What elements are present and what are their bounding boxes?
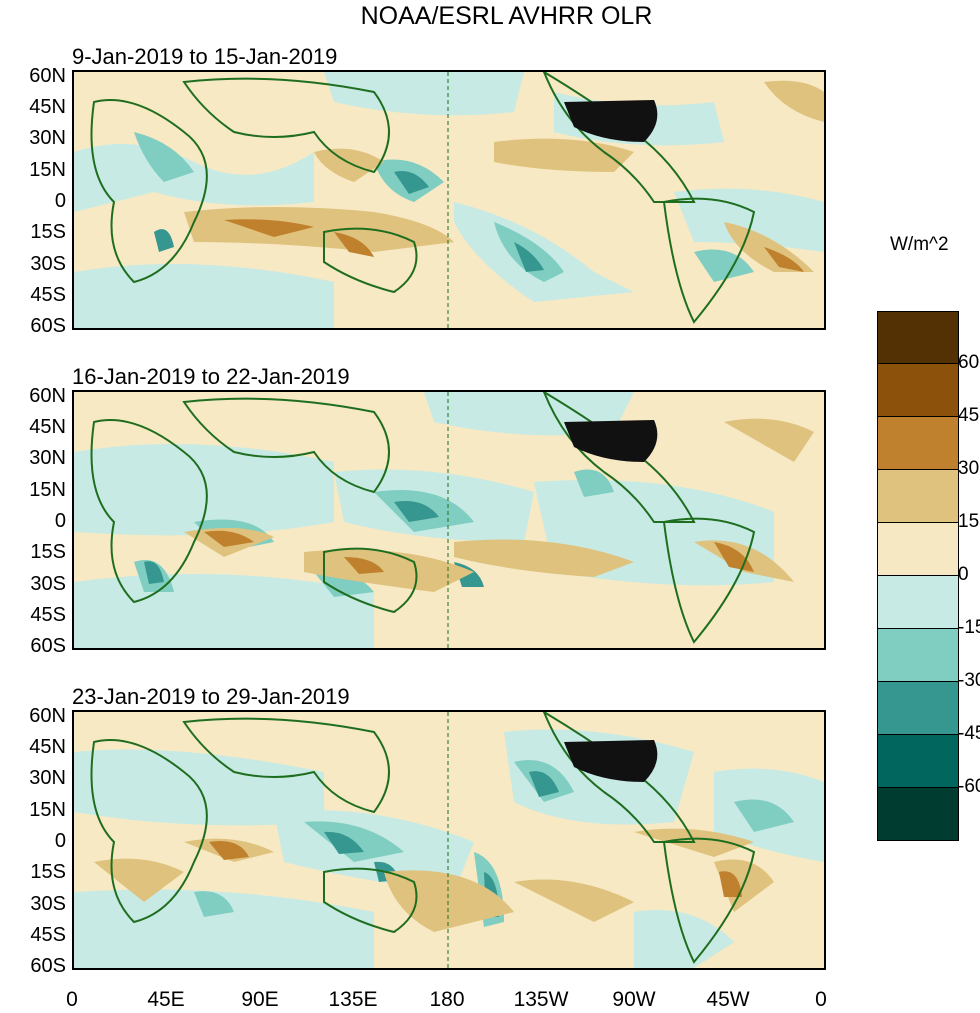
- colorbar-label-4: 0: [958, 564, 969, 585]
- lat-label-45S-p2: 45S: [30, 604, 66, 626]
- lat-label-45N-p1: 45N: [29, 96, 66, 118]
- lon-label-90E: 90E: [241, 988, 279, 1011]
- colorbar-swatch-1: [877, 364, 959, 417]
- panel-title-3: 23-Jan-2019 to 29-Jan-2019: [72, 684, 350, 709]
- colorbar-swatch-2: [877, 417, 959, 470]
- colorbar-swatch-8: [877, 735, 959, 788]
- lat-label-45N-p3: 45N: [29, 736, 66, 758]
- colorbar-unit: W/m^2: [890, 234, 949, 255]
- lat-label-15N-p1: 15N: [29, 159, 66, 181]
- lat-label-45S-p3: 45S: [30, 924, 66, 946]
- main-title: NOAA/ESRL AVHRR OLR: [360, 2, 653, 30]
- lat-label-30N-p2: 30N: [29, 447, 66, 469]
- lat-label-15N-p2: 15N: [29, 479, 66, 501]
- colorbar-label-1: 45: [958, 405, 980, 426]
- lon-label-45W: 45W: [706, 988, 750, 1011]
- colorbar-label-7: -45: [958, 723, 980, 744]
- lat-label-15S-p2: 15S: [30, 541, 66, 563]
- lon-label-180: 180: [429, 988, 465, 1011]
- lon-label-90W: 90W: [612, 988, 656, 1011]
- colorbar-swatch-0: [877, 311, 959, 364]
- colorbar-swatch-6: [877, 629, 959, 682]
- lon-label-135W: 135W: [513, 988, 569, 1011]
- colorbar-label-8: -60: [958, 776, 980, 797]
- lat-label-45N-p2: 45N: [29, 416, 66, 438]
- lat-label-60S-p1: 60S: [30, 315, 66, 337]
- colorbar-swatch-7: [877, 682, 959, 735]
- lat-label-60S-p3: 60S: [30, 955, 66, 977]
- lat-label-60N-p2: 60N: [29, 385, 66, 407]
- lat-label-30S-p3: 30S: [30, 893, 66, 915]
- colorbar-swatch-5: [877, 576, 959, 629]
- lat-label-15S-p1: 15S: [30, 221, 66, 243]
- colorbar-swatch-9: [877, 788, 959, 841]
- lat-label-30S-p2: 30S: [30, 573, 66, 595]
- lat-label-0-p2: 0: [54, 510, 66, 532]
- anomaly-field-3: [74, 712, 824, 968]
- lat-label-60N-p3: 60N: [29, 705, 66, 727]
- lat-label-30N-p3: 30N: [29, 767, 66, 789]
- lat-label-30S-p1: 30S: [30, 253, 66, 275]
- panel-title-2: 16-Jan-2019 to 22-Jan-2019: [72, 364, 350, 389]
- lat-label-30N-p1: 30N: [29, 127, 66, 149]
- lon-label-135E: 135E: [328, 988, 378, 1011]
- colorbar-label-5: -15: [958, 617, 980, 638]
- colorbar-label-2: 30: [958, 458, 980, 479]
- colorbar-swatch-3: [877, 470, 959, 523]
- lon-label-45E: 45E: [147, 988, 185, 1011]
- lat-label-0-p1: 0: [54, 190, 66, 212]
- lat-label-15N-p3: 15N: [29, 799, 66, 821]
- colorbar-label-3: 15: [958, 511, 980, 532]
- colorbar-swatch-4: [877, 523, 959, 576]
- lat-label-15S-p3: 15S: [30, 861, 66, 883]
- panel-title-1: 9-Jan-2019 to 15-Jan-2019: [72, 44, 338, 69]
- colorbar-label-0: 60: [958, 352, 980, 373]
- lat-label-60N-p1: 60N: [29, 65, 66, 87]
- lat-label-45S-p1: 45S: [30, 284, 66, 306]
- lat-label-0-p3: 0: [54, 830, 66, 852]
- anomaly-field-2: [74, 392, 814, 648]
- lon-label-0-left: 0: [66, 988, 78, 1011]
- lon-label-0-right: 0: [815, 988, 827, 1011]
- anomaly-map-3: [72, 710, 826, 970]
- anomaly-map-1: [72, 70, 826, 330]
- colorbar-label-6: -30: [958, 670, 980, 691]
- anomaly-field-1: [74, 72, 824, 328]
- anomaly-map-2: [72, 390, 826, 650]
- lat-label-60S-p2: 60S: [30, 635, 66, 657]
